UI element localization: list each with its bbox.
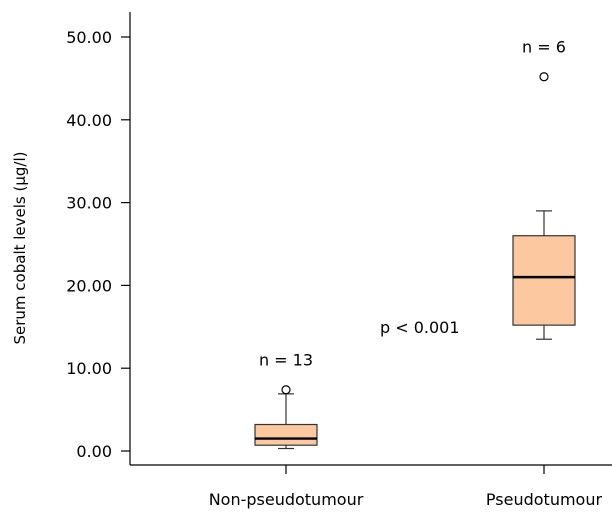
outlier-point [539,72,549,82]
y-tick-label: 20.00 [66,276,112,295]
category-label: Pseudotumour [486,490,603,509]
y-ticks: 0.00 10.00 20.00 30.00 40.00 50.00 [66,28,130,461]
boxes: n = 13 n = 6 [254,38,576,450]
n-label: n = 13 [259,351,313,370]
outlier-point [281,385,291,395]
box [512,235,576,326]
y-tick-label: 40.00 [66,111,112,130]
box [254,423,318,446]
n-label: n = 6 [522,38,566,57]
box-group: n = 6 [512,38,576,340]
p-value-annotation: p < 0.001 [380,318,460,337]
y-tick-label: 50.00 [66,28,112,47]
y-tick-label: 10.00 [66,359,112,378]
y-tick-label: 30.00 [66,194,112,213]
category-label: Non-pseudotumour [209,490,364,509]
box-group: n = 13 [254,351,318,450]
x-ticks: Non-pseudotumour Pseudotumour [209,465,603,509]
axes [129,12,612,466]
y-axis-title: Serum cobalt levels (μg/l) [11,151,29,344]
y-tick-label: 0.00 [76,442,112,461]
